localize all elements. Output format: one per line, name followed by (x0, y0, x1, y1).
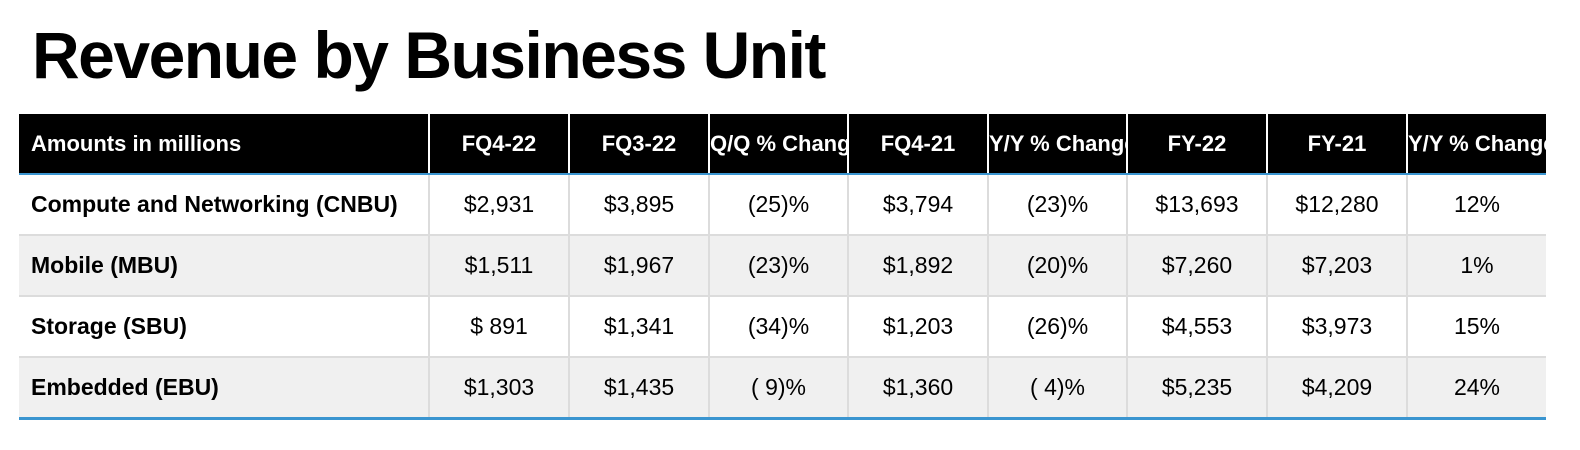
cell-value: (34)% (708, 296, 848, 358)
cell-value: (20)% (987, 235, 1127, 297)
cell-value: 12% (1406, 174, 1546, 236)
cell-value: (26)% (987, 296, 1127, 358)
cell-value: $2,931 (428, 174, 569, 236)
revenue-table: Amounts in millions FQ4-22 FQ3-22 Q/Q % … (19, 114, 1546, 420)
row-label: Embedded (EBU) (19, 357, 429, 420)
cell-value: (23)% (987, 174, 1127, 236)
cell-value: $4,553 (1126, 296, 1267, 358)
row-label: Mobile (MBU) (19, 235, 429, 297)
cell-value: 24% (1406, 357, 1546, 420)
cell-value: $1,203 (847, 296, 988, 358)
col-header-fy-22: FY-22 (1126, 114, 1267, 175)
cell-value: $13,693 (1126, 174, 1267, 236)
cell-value: $1,360 (847, 357, 988, 420)
cell-value: $7,203 (1266, 235, 1407, 297)
col-header-yy-change-year: Y/Y % Change (1406, 114, 1546, 175)
cell-value: $5,235 (1126, 357, 1267, 420)
cell-value: $3,973 (1266, 296, 1407, 358)
cell-value: $4,209 (1266, 357, 1407, 420)
cell-value: $1,341 (568, 296, 709, 358)
table-row: Storage (SBU) $ 891 $1,341 (34)% $1,203 … (19, 296, 1546, 358)
cell-value: $ 891 (428, 296, 569, 358)
table-row: Mobile (MBU) $1,511 $1,967 (23)% $1,892 … (19, 235, 1546, 297)
col-header-amounts: Amounts in millions (19, 114, 429, 175)
cell-value: $1,435 (568, 357, 709, 420)
col-header-fq4-21: FQ4-21 (847, 114, 988, 175)
cell-value: 15% (1406, 296, 1546, 358)
table-header-row: Amounts in millions FQ4-22 FQ3-22 Q/Q % … (19, 114, 1546, 175)
cell-value: $3,794 (847, 174, 988, 236)
cell-value: $1,511 (428, 235, 569, 297)
cell-value: (25)% (708, 174, 848, 236)
row-label: Compute and Networking (CNBU) (19, 174, 429, 236)
cell-value: (23)% (708, 235, 848, 297)
cell-value: $1,303 (428, 357, 569, 420)
cell-value: $7,260 (1126, 235, 1267, 297)
col-header-fy-21: FY-21 (1266, 114, 1407, 175)
cell-value: ( 4)% (987, 357, 1127, 420)
page-title: Revenue by Business Unit (32, 18, 826, 92)
table-row: Compute and Networking (CNBU) $2,931 $3,… (19, 174, 1546, 236)
cell-value: ( 9)% (708, 357, 848, 420)
col-header-qq-change: Q/Q % Change (708, 114, 848, 175)
row-label: Storage (SBU) (19, 296, 429, 358)
cell-value: $3,895 (568, 174, 709, 236)
col-header-yy-change-quarter: Y/Y % Change (987, 114, 1127, 175)
cell-value: $1,967 (568, 235, 709, 297)
col-header-fq4-22: FQ4-22 (428, 114, 569, 175)
cell-value: $12,280 (1266, 174, 1407, 236)
col-header-fq3-22: FQ3-22 (568, 114, 709, 175)
cell-value: $1,892 (847, 235, 988, 297)
table-row: Embedded (EBU) $1,303 $1,435 ( 9)% $1,36… (19, 357, 1546, 420)
cell-value: 1% (1406, 235, 1546, 297)
